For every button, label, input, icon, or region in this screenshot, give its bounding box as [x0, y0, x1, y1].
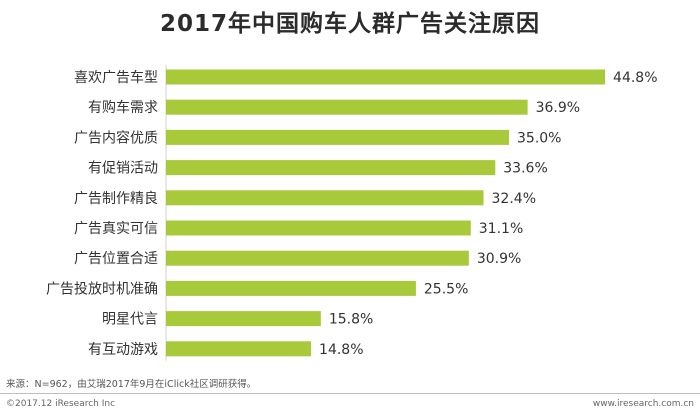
category-label: 喜欢广告车型 — [74, 69, 158, 86]
category-label: 广告内容优质 — [74, 129, 158, 146]
copyright-text: ©2017.12 iResearch Inc — [6, 399, 116, 409]
value-label: 15.8% — [329, 312, 373, 328]
bar — [166, 311, 321, 327]
category-label: 有促销活动 — [88, 161, 158, 177]
bar — [166, 99, 528, 115]
value-label: 33.6% — [503, 161, 547, 177]
source-note: 来源：N=962，由艾瑞2017年9月在iClick社区调研获得。 — [6, 379, 257, 390]
value-label: 44.8% — [613, 70, 657, 86]
footer-divider — [0, 393, 700, 394]
website-text: www.iresearch.com.cn — [592, 399, 694, 409]
category-label: 有互动游戏 — [88, 342, 158, 358]
bar — [166, 190, 484, 206]
bar — [166, 160, 496, 176]
category-label: 广告真实可信 — [74, 221, 158, 237]
category-label: 有购车需求 — [88, 99, 158, 116]
bar — [166, 280, 416, 296]
chart-title: 2017年中国购车人群广告关注原因 — [159, 11, 540, 37]
category-label: 广告投放时机准确 — [46, 281, 158, 297]
bar — [166, 341, 312, 357]
category-label: 广告制作精良 — [74, 191, 158, 207]
value-label: 36.9% — [536, 100, 580, 116]
value-label: 31.1% — [479, 221, 523, 237]
category-label: 广告位置合适 — [74, 251, 158, 267]
bar — [166, 129, 509, 145]
bar — [166, 69, 606, 85]
value-label: 14.8% — [319, 342, 363, 358]
bar — [166, 250, 469, 266]
value-label: 25.5% — [424, 281, 468, 297]
category-label: 明星代言 — [102, 312, 158, 328]
bar — [166, 220, 471, 236]
value-label: 35.0% — [517, 130, 561, 146]
value-label: 30.9% — [477, 251, 521, 267]
value-label: 32.4% — [492, 191, 536, 207]
